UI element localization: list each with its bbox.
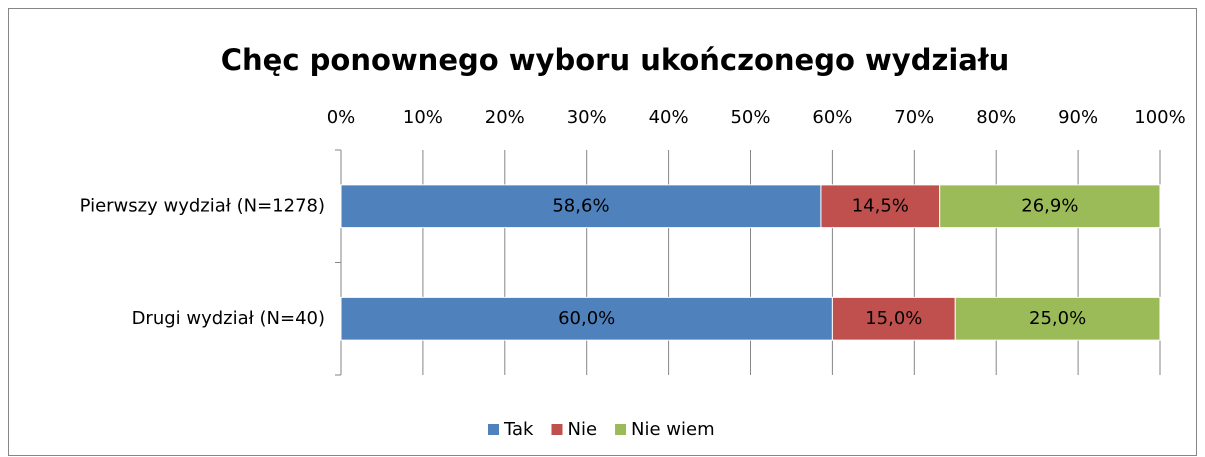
legend-swatch xyxy=(615,424,627,435)
value-label: 14,5% xyxy=(852,195,909,216)
bar-segment xyxy=(340,296,833,341)
value-label: 58,6% xyxy=(552,195,609,216)
x-tick-label: 20% xyxy=(485,107,525,128)
chart-border xyxy=(8,8,1197,456)
category-label: Drugi wydział (N=40) xyxy=(132,308,325,329)
bar-segment xyxy=(954,296,1161,341)
legend-label: Nie xyxy=(567,419,597,440)
x-tick-label: 30% xyxy=(567,107,607,128)
bar-segment xyxy=(820,184,941,229)
value-label: 60,0% xyxy=(558,308,615,329)
x-tick-label: 40% xyxy=(649,107,689,128)
x-tick-label: 100% xyxy=(1134,107,1185,128)
x-tick-label: 10% xyxy=(403,107,443,128)
legend-swatch xyxy=(551,424,563,435)
value-label: 26,9% xyxy=(1021,195,1078,216)
bar-segment xyxy=(939,184,1161,229)
value-label: 25,0% xyxy=(1029,308,1086,329)
bar-segment xyxy=(831,296,956,341)
x-tick-label: 0% xyxy=(327,107,356,128)
value-label: 15,0% xyxy=(865,308,922,329)
x-tick-label: 70% xyxy=(894,107,934,128)
x-tick-label: 60% xyxy=(812,107,852,128)
legend-swatch xyxy=(488,424,499,435)
chart-title: Chęc ponownego wyboru ukończonego wydzia… xyxy=(221,43,1010,77)
x-tick-label: 90% xyxy=(1058,107,1098,128)
legend-label: Tak xyxy=(503,419,534,440)
category-label: Pierwszy wydział (N=1278) xyxy=(80,195,325,216)
x-tick-label: 50% xyxy=(730,107,770,128)
legend-label: Nie wiem xyxy=(631,419,715,440)
x-tick-label: 80% xyxy=(976,107,1016,128)
